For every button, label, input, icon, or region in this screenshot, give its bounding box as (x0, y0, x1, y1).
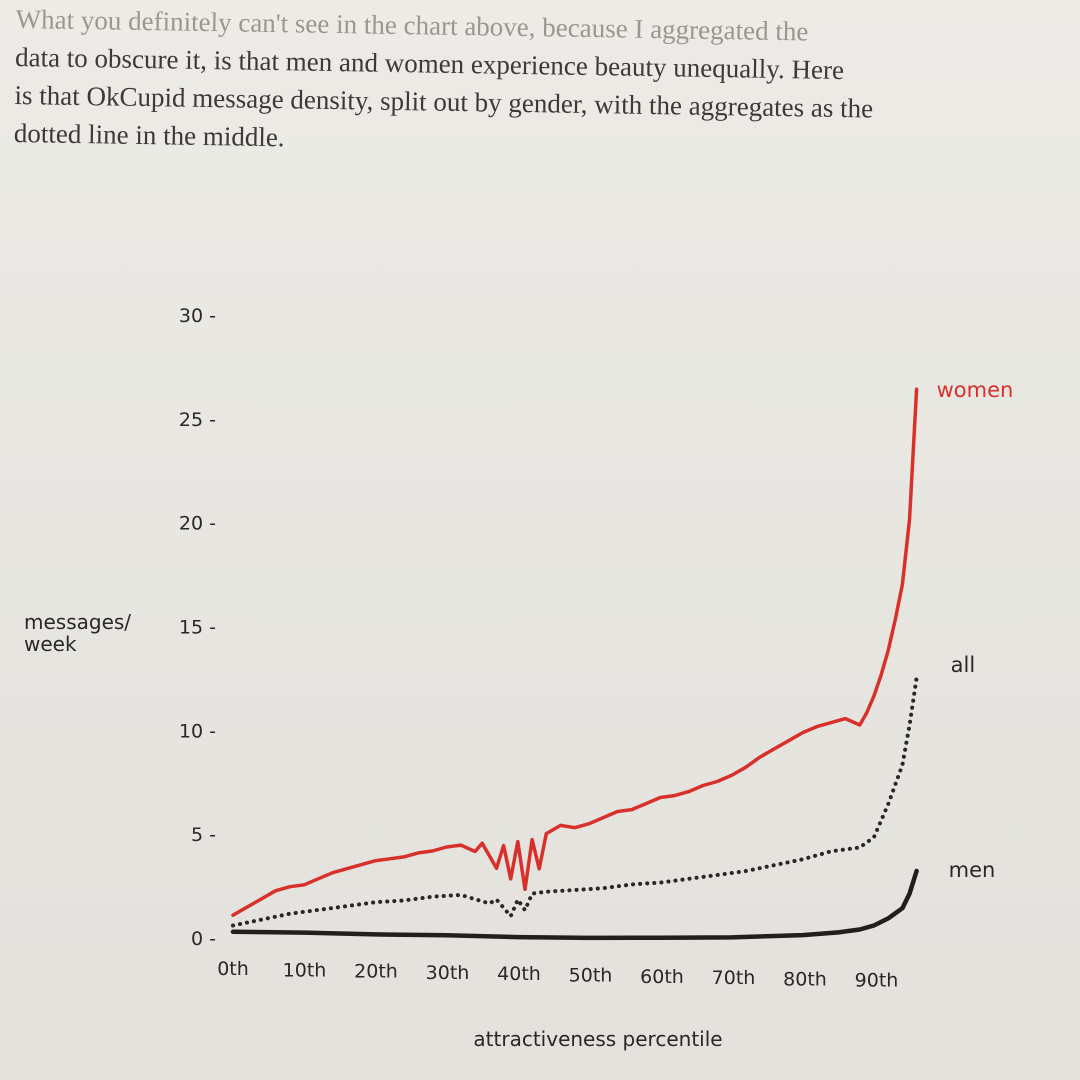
series-labels: women all men (937, 378, 1014, 882)
x-tick-label: 10th (283, 959, 327, 981)
y-axis-title-line: messages/ (24, 610, 131, 634)
x-tick-label: 80th (783, 968, 827, 990)
y-tick-label: 25 - (179, 409, 216, 431)
x-tick-label: 50th (569, 965, 613, 987)
series-label-all: all (951, 653, 976, 677)
x-axis: 0th 10th 20th 30th 40th 50th 60th 70th 80th 90th (217, 958, 898, 992)
y-tick-label: 30 - (179, 305, 216, 327)
x-tick-label: 90th (855, 970, 899, 992)
x-tick-label: 20th (354, 961, 398, 983)
y-axis-title-line: week (24, 632, 77, 656)
x-tick-label: 40th (497, 963, 541, 985)
y-tick-label: 0 - (191, 928, 216, 950)
x-tick-label: 30th (426, 962, 470, 984)
y-tick-label: 20 - (179, 513, 216, 535)
series-line-men (230, 868, 919, 941)
y-tick-label: 15 - (179, 617, 216, 639)
y-tick-label: 5 - (191, 824, 216, 846)
x-axis-title: attractiveness percentile (473, 1027, 722, 1051)
y-tick-label: 10 - (179, 720, 216, 742)
x-tick-label: 70th (712, 967, 756, 989)
series-line-women (231, 387, 919, 917)
series-label-men: men (949, 858, 996, 882)
series-label-women: women (937, 378, 1014, 402)
y-axis: 0 - 5 - 10 - 15 - 20 - 25 - 30 - (179, 305, 216, 950)
series-lines (230, 387, 919, 941)
x-tick-label: 0th (217, 958, 249, 980)
series-line-all (231, 675, 919, 928)
y-axis-title: messages/week (24, 610, 131, 656)
x-tick-label: 60th (640, 966, 684, 988)
